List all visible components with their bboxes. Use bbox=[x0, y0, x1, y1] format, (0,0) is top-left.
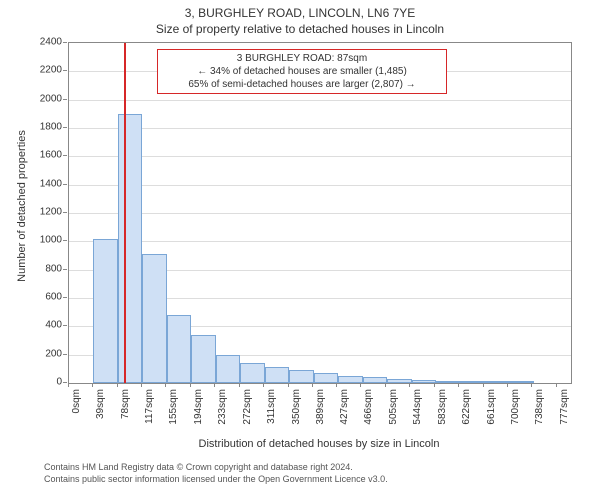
x-tick-label: 661sqm bbox=[486, 389, 497, 425]
x-tick-mark bbox=[556, 383, 557, 387]
histogram-bar bbox=[118, 114, 142, 383]
page-title-line2: Size of property relative to detached ho… bbox=[0, 20, 600, 36]
y-tick-mark bbox=[63, 269, 67, 270]
x-tick-label: 272sqm bbox=[242, 389, 253, 425]
histogram-bar bbox=[240, 363, 264, 383]
x-tick-mark bbox=[239, 383, 240, 387]
y-tick-mark bbox=[63, 297, 67, 298]
y-tick-label: 1200 bbox=[22, 207, 62, 218]
x-tick-label: 427sqm bbox=[339, 389, 350, 425]
x-tick-label: 155sqm bbox=[168, 389, 179, 425]
y-tick-mark bbox=[63, 382, 67, 383]
x-tick-mark bbox=[336, 383, 337, 387]
histogram-bar bbox=[338, 376, 362, 383]
x-tick-mark bbox=[507, 383, 508, 387]
x-tick-mark bbox=[190, 383, 191, 387]
x-tick-mark bbox=[360, 383, 361, 387]
gridline bbox=[69, 128, 571, 129]
y-tick-label: 400 bbox=[22, 320, 62, 331]
y-tick-label: 1400 bbox=[22, 178, 62, 189]
x-tick-label: 194sqm bbox=[193, 389, 204, 425]
x-tick-mark bbox=[483, 383, 484, 387]
x-axis-label: Distribution of detached houses by size … bbox=[68, 438, 570, 450]
gridline bbox=[69, 156, 571, 157]
x-tick-label: 505sqm bbox=[388, 389, 399, 425]
y-tick-mark bbox=[63, 99, 67, 100]
x-tick-label: 39sqm bbox=[95, 389, 106, 419]
x-tick-mark bbox=[312, 383, 313, 387]
annotation-line: 65% of semi-detached houses are larger (… bbox=[164, 78, 440, 91]
y-tick-mark bbox=[63, 127, 67, 128]
y-tick-mark bbox=[63, 70, 67, 71]
gridline bbox=[69, 213, 571, 214]
y-tick-label: 2200 bbox=[22, 65, 62, 76]
gridline bbox=[69, 185, 571, 186]
histogram-bar bbox=[289, 370, 313, 383]
x-tick-label: 738sqm bbox=[534, 389, 545, 425]
histogram-bar bbox=[142, 254, 166, 383]
y-tick-mark bbox=[63, 354, 67, 355]
x-tick-label: 700sqm bbox=[510, 389, 521, 425]
y-tick-mark bbox=[63, 212, 67, 213]
x-tick-mark bbox=[531, 383, 532, 387]
histogram-bar bbox=[216, 355, 240, 383]
x-tick-label: 777sqm bbox=[559, 389, 570, 425]
property-marker-line bbox=[124, 43, 126, 383]
x-tick-mark bbox=[92, 383, 93, 387]
x-tick-label: 0sqm bbox=[71, 389, 82, 413]
x-tick-label: 466sqm bbox=[363, 389, 374, 425]
y-tick-label: 200 bbox=[22, 348, 62, 359]
y-tick-mark bbox=[63, 155, 67, 156]
x-tick-label: 233sqm bbox=[217, 389, 228, 425]
x-tick-label: 311sqm bbox=[266, 389, 277, 424]
x-tick-label: 389sqm bbox=[315, 389, 326, 425]
x-tick-label: 622sqm bbox=[461, 389, 472, 425]
x-tick-mark bbox=[165, 383, 166, 387]
x-tick-mark bbox=[434, 383, 435, 387]
y-tick-label: 1800 bbox=[22, 122, 62, 133]
x-tick-labels: 0sqm 39sqm 78sqm 117sqm 155sqm 194sqm 233sqm 27… bbox=[68, 383, 570, 443]
x-tick-label: 544sqm bbox=[412, 389, 423, 425]
gridline bbox=[69, 241, 571, 242]
chart-plot-area: 3 BURGHLEY ROAD: 87sqm← 34% of detached … bbox=[68, 42, 572, 384]
gridline bbox=[69, 100, 571, 101]
y-tick-mark bbox=[63, 42, 67, 43]
footer-line1: Contains HM Land Registry data © Crown c… bbox=[44, 462, 388, 474]
annotation-box: 3 BURGHLEY ROAD: 87sqm← 34% of detached … bbox=[157, 49, 447, 94]
x-tick-label: 583sqm bbox=[437, 389, 448, 425]
x-tick-mark bbox=[288, 383, 289, 387]
x-tick-mark bbox=[458, 383, 459, 387]
footer-line2: Contains public sector information licen… bbox=[44, 474, 388, 486]
annotation-line: 3 BURGHLEY ROAD: 87sqm bbox=[164, 52, 440, 65]
x-tick-mark bbox=[385, 383, 386, 387]
y-tick-label: 2400 bbox=[22, 37, 62, 48]
y-tick-label: 1000 bbox=[22, 235, 62, 246]
footer-attribution: Contains HM Land Registry data © Crown c… bbox=[44, 462, 388, 485]
histogram-bar bbox=[314, 373, 338, 383]
x-tick-mark bbox=[68, 383, 69, 387]
histogram-bar bbox=[265, 367, 289, 383]
y-tick-mark bbox=[63, 240, 67, 241]
y-tick-label: 800 bbox=[22, 263, 62, 274]
annotation-line: ← 34% of detached houses are smaller (1,… bbox=[164, 65, 440, 78]
histogram-bar bbox=[191, 335, 215, 383]
x-tick-label: 350sqm bbox=[291, 389, 302, 425]
y-tick-mark bbox=[63, 325, 67, 326]
x-tick-mark bbox=[214, 383, 215, 387]
y-tick-label: 2000 bbox=[22, 93, 62, 104]
y-tick-label: 1600 bbox=[22, 150, 62, 161]
x-tick-mark bbox=[409, 383, 410, 387]
y-tick-label: 600 bbox=[22, 292, 62, 303]
page-title-line1: 3, BURGHLEY ROAD, LINCOLN, LN6 7YE bbox=[0, 0, 600, 20]
x-tick-mark bbox=[117, 383, 118, 387]
x-tick-mark bbox=[263, 383, 264, 387]
y-tick-label: 0 bbox=[22, 377, 62, 388]
x-tick-mark bbox=[141, 383, 142, 387]
x-tick-label: 78sqm bbox=[120, 389, 131, 419]
histogram-bar bbox=[167, 315, 191, 383]
y-tick-mark bbox=[63, 184, 67, 185]
y-tick-labels: 0200400600800100012001400160018002000220… bbox=[0, 42, 66, 382]
x-tick-label: 117sqm bbox=[144, 389, 155, 424]
histogram-bar bbox=[93, 239, 117, 384]
